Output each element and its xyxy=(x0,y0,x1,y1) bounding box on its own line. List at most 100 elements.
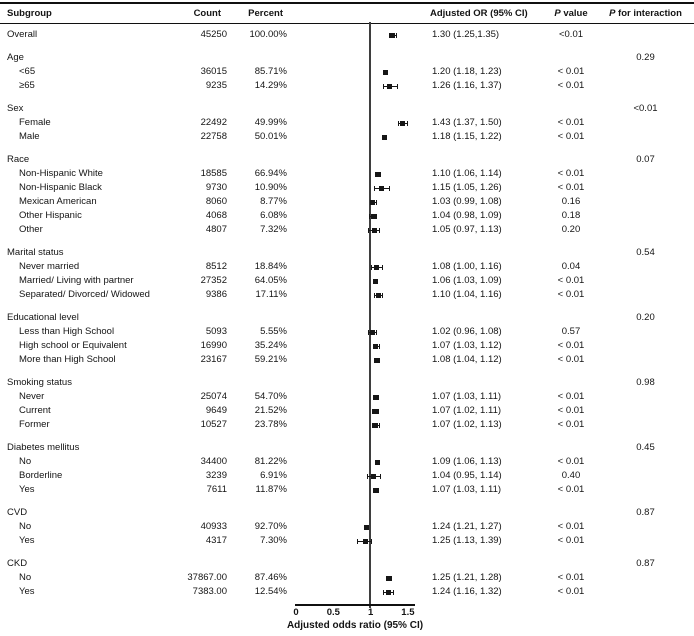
or-marker xyxy=(390,32,396,38)
p-interaction-value xyxy=(597,181,694,195)
subgroup-label: CVD xyxy=(7,507,28,518)
subgroup-label: Non-Hispanic Black xyxy=(19,182,102,193)
ci-cap-right xyxy=(397,83,399,89)
section-gap xyxy=(0,367,694,376)
p-value xyxy=(545,376,597,390)
p-interaction-value xyxy=(597,469,694,483)
or-marker xyxy=(375,171,381,177)
p-interaction-value xyxy=(597,260,694,274)
count-value xyxy=(160,246,227,260)
or-ci-text: 1.04 (0.95, 1.14) xyxy=(432,470,502,481)
section-row: Smoking status 0.98 xyxy=(0,376,694,390)
tick-label: 0.5 xyxy=(326,607,340,618)
or-marker xyxy=(374,459,380,465)
p-interaction-value xyxy=(597,571,694,585)
or-ci-text: 1.02 (0.96, 1.08) xyxy=(432,326,502,337)
ci-cap-left xyxy=(372,422,374,428)
section-row: Marital status 0.54 xyxy=(0,246,694,260)
forest-row: Married/ Living with partner 27352 64.05% 1… xyxy=(0,274,694,288)
count-value: 37867.00 xyxy=(187,572,227,583)
subgroup-label: Diabetes mellitus xyxy=(7,442,80,453)
p-value: 0.16 xyxy=(561,196,581,207)
percent-value: 54.70% xyxy=(254,391,287,402)
percent-value: 85.71% xyxy=(254,66,287,77)
p-value: 0.04 xyxy=(561,261,581,272)
percent-value: 6.08% xyxy=(260,210,287,221)
count-value: 22492 xyxy=(200,117,227,128)
forest-row: <65 36015 85.71% 1.20 (1.18, 1.23) < 0.01 xyxy=(0,65,694,79)
count-value: 9730 xyxy=(205,182,227,193)
percent-value: 14.29% xyxy=(254,80,287,91)
forest-row: ≥65 9235 14.29% 1.26 (1.16, 1.37) < 0.01 xyxy=(0,79,694,93)
forest-row: Never 25074 54.70% 1.07 (1.03, 1.11) < 0.01 xyxy=(0,390,694,404)
section-gap xyxy=(0,497,694,506)
ci-cap-left xyxy=(368,227,370,233)
plot-cell xyxy=(287,195,415,209)
p-value: < 0.01 xyxy=(557,391,585,402)
percent-value: 64.05% xyxy=(254,275,287,286)
p-value xyxy=(545,441,597,455)
forest-row: Mexican American 8060 8.77% 1.03 (0.99, 1.0… xyxy=(0,195,694,209)
plot-cell xyxy=(287,260,415,274)
subgroup-label: Age xyxy=(7,52,24,63)
x-axis-line xyxy=(295,604,415,606)
p-interaction-value xyxy=(597,79,694,93)
p-interaction-value xyxy=(597,130,694,144)
p-value: < 0.01 xyxy=(557,168,585,179)
section-gap xyxy=(0,144,694,153)
p-value: 0.18 xyxy=(561,210,581,221)
p-value: < 0.01 xyxy=(557,289,585,300)
forest-row: High school or Equivalent 16990 35.24% 1.07… xyxy=(0,339,694,353)
percent-value: 8.77% xyxy=(260,196,287,207)
percent-value: 7.32% xyxy=(260,224,287,235)
or-ci-text: 1.03 (0.99, 1.08) xyxy=(432,196,502,207)
forest-row: Other 4807 7.32% 1.05 (0.97, 1.13) 0.20 xyxy=(0,223,694,237)
count-value xyxy=(160,441,227,455)
section-gap xyxy=(0,42,694,51)
percent-value xyxy=(227,441,287,455)
ci-cap-right xyxy=(380,473,382,479)
p-interaction-value: 0.20 xyxy=(636,312,655,323)
forest-row: Yes 7611 11.87% 1.07 (1.03, 1.11) < 0.01 xyxy=(0,483,694,497)
forest-row: More than High School 23167 59.21% 1.08 (1.… xyxy=(0,353,694,367)
count-value xyxy=(160,506,227,520)
or-marker xyxy=(369,329,375,335)
subgroup-label: Borderline xyxy=(19,470,63,481)
plot-cell xyxy=(287,311,415,325)
p-value xyxy=(545,246,597,260)
p-value: < 0.01 xyxy=(557,66,585,77)
reference-line xyxy=(369,22,371,608)
p-interaction-value xyxy=(597,483,694,497)
or-ci-text: 1.07 (1.02, 1.11) xyxy=(432,405,502,416)
or-marker xyxy=(371,213,377,219)
subgroup-label: Educational level xyxy=(7,312,79,323)
subgroup-label: Female xyxy=(19,117,51,128)
plot-cell xyxy=(287,65,415,79)
or-marker xyxy=(372,278,378,284)
or-marker xyxy=(400,120,406,126)
forest-row: No 37867.00 87.46% 1.25 (1.21, 1.28) < 0.01 xyxy=(0,571,694,585)
count-value: 9649 xyxy=(205,405,227,416)
p-value: < 0.01 xyxy=(557,572,585,583)
p-interaction-value xyxy=(597,455,694,469)
plot-cell xyxy=(287,353,415,367)
percent-value: 18.84% xyxy=(254,261,287,272)
or-ci-text: 1.05 (0.97, 1.13) xyxy=(432,224,502,235)
column-header-percent: Percent xyxy=(248,8,283,19)
ci-cap-left xyxy=(369,213,371,219)
p-interaction-value: 0.07 xyxy=(636,154,655,165)
count-value: 9386 xyxy=(205,289,227,300)
percent-value: 92.70% xyxy=(254,521,287,532)
p-interaction-value: 0.54 xyxy=(636,247,655,258)
count-value xyxy=(160,311,227,325)
p-interaction-value xyxy=(597,274,694,288)
or-marker xyxy=(374,264,380,270)
plot-cell xyxy=(287,390,415,404)
count-value xyxy=(160,153,227,167)
p-interaction-value xyxy=(597,325,694,339)
or-ci-text xyxy=(415,102,545,116)
p-interaction-value xyxy=(597,116,694,130)
subgroup-label: Married/ Living with partner xyxy=(19,275,134,286)
subgroup-label: High school or Equivalent xyxy=(19,340,127,351)
p-interaction-value: 0.29 xyxy=(636,52,655,63)
